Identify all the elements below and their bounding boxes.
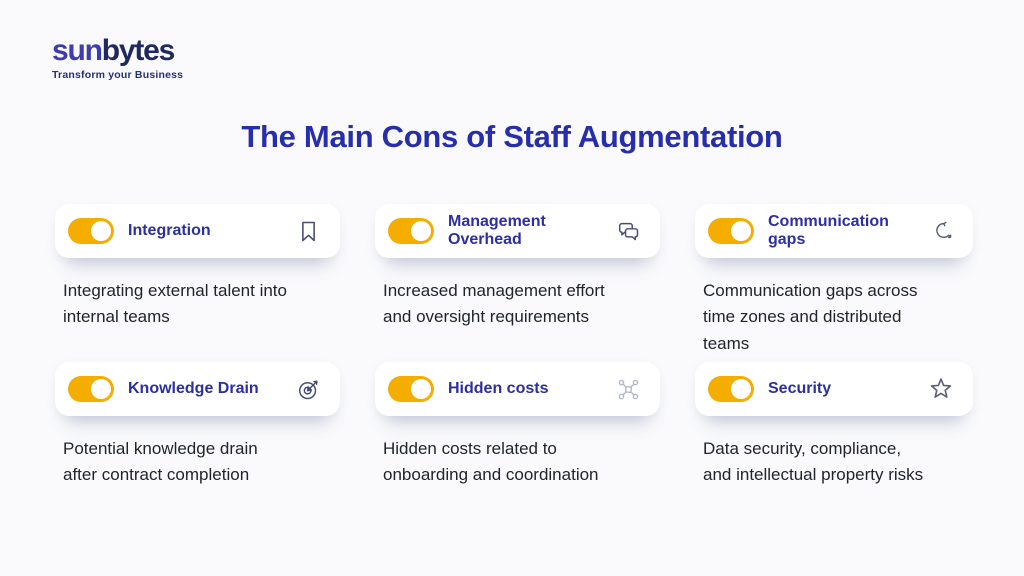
card-security: Security [695, 362, 973, 416]
bookmark-icon [295, 218, 322, 245]
cards-grid: Integration Integrating external talent … [55, 204, 973, 489]
cell-security: Security Data security, compliance, and … [695, 362, 973, 489]
card-hidden-costs: Hidden costs [375, 362, 660, 416]
cell-hidden-costs: Hidden costs Hidden costs related to onb… [375, 362, 660, 489]
toggle-knob [91, 379, 111, 399]
toggle-knob [411, 221, 431, 241]
network-nodes-icon [615, 376, 642, 403]
toggle-switch[interactable] [388, 376, 434, 402]
toggle-knob [411, 379, 431, 399]
card-integration: Integration [55, 204, 340, 258]
target-arrow-icon [295, 376, 322, 403]
card-label: Communication gaps [768, 212, 889, 248]
card-description: Integrating external talent into interna… [63, 281, 287, 327]
card-label: Integration [128, 221, 211, 239]
card-management-overhead: Management Overhead [375, 204, 660, 258]
cell-knowledge-drain: Knowledge Drain Potential knowledge drai… [55, 362, 340, 489]
logo-wordmark: sunbytes [52, 36, 183, 66]
logo-tagline: Transform your Business [52, 69, 184, 81]
toggle-knob [731, 379, 751, 399]
card-label: Knowledge Drain [128, 379, 259, 397]
toggle-switch[interactable] [708, 376, 754, 402]
logo: sunbytes Transform your Business [52, 36, 184, 82]
cell-communication-gaps: Communication gaps Communication gaps ac… [695, 204, 973, 362]
logo-text-sun: sun [52, 34, 103, 67]
card-label: Security [768, 379, 832, 397]
iteration-cycle-icon [929, 218, 955, 244]
card-description: Increased management effort and oversigh… [383, 281, 605, 327]
toggle-knob [91, 221, 111, 241]
toggle-switch[interactable] [68, 376, 114, 402]
card-label: Hidden costs [448, 379, 549, 397]
toggle-knob [731, 221, 751, 241]
toggle-switch[interactable] [68, 218, 114, 244]
cell-management-overhead: Management Overhead Increased management… [375, 204, 660, 362]
card-communication-gaps: Communication gaps [695, 204, 973, 258]
card-description: Data security, compliance, and intellect… [703, 439, 924, 485]
card-description: Potential knowledge drain after contract… [63, 439, 258, 485]
toggle-switch[interactable] [388, 218, 434, 244]
card-knowledge-drain: Knowledge Drain [55, 362, 340, 416]
cell-integration: Integration Integrating external talent … [55, 204, 340, 362]
star-icon [927, 375, 955, 403]
card-description: Communication gaps across time zones and… [703, 281, 918, 353]
card-description: Hidden costs related to onboarding and c… [383, 439, 599, 485]
chat-bubbles-icon [615, 218, 642, 245]
logo-text-bytes: bytes [101, 34, 176, 67]
toggle-switch[interactable] [708, 218, 754, 244]
page-title: The Main Cons of Staff Augmentation [241, 118, 783, 154]
card-label: Management Overhead [448, 212, 546, 248]
